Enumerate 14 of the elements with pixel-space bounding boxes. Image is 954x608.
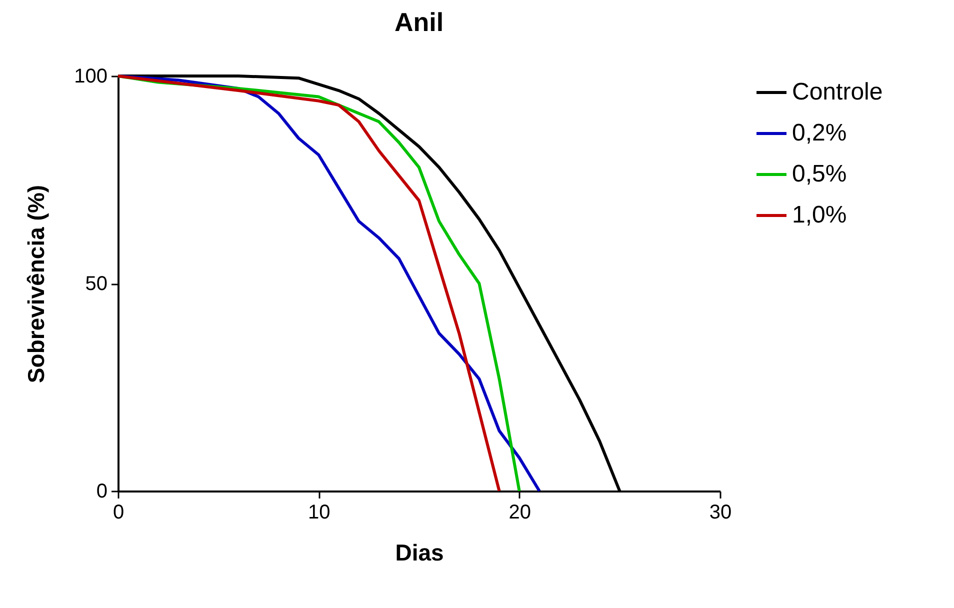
y-axis-title: Sobrevivência (%) — [23, 184, 50, 384]
x-axis-title: Dias — [395, 540, 444, 566]
y-tick-label: 100 — [74, 66, 108, 88]
y-tick-label: 50 — [85, 273, 108, 295]
legend-label: Controle — [792, 78, 883, 106]
chart-title: Anil — [394, 7, 444, 37]
y-tick-label: 0 — [96, 480, 108, 502]
legend-label: 0,2% — [792, 120, 847, 146]
x-tick-label: 30 — [709, 502, 732, 524]
legend-label: 1,0% — [792, 202, 847, 228]
x-tick-label: 20 — [508, 502, 531, 524]
x-tick-label: 0 — [112, 502, 124, 524]
x-tick-label: 10 — [308, 502, 330, 524]
legend-label: 0,5% — [792, 160, 847, 188]
